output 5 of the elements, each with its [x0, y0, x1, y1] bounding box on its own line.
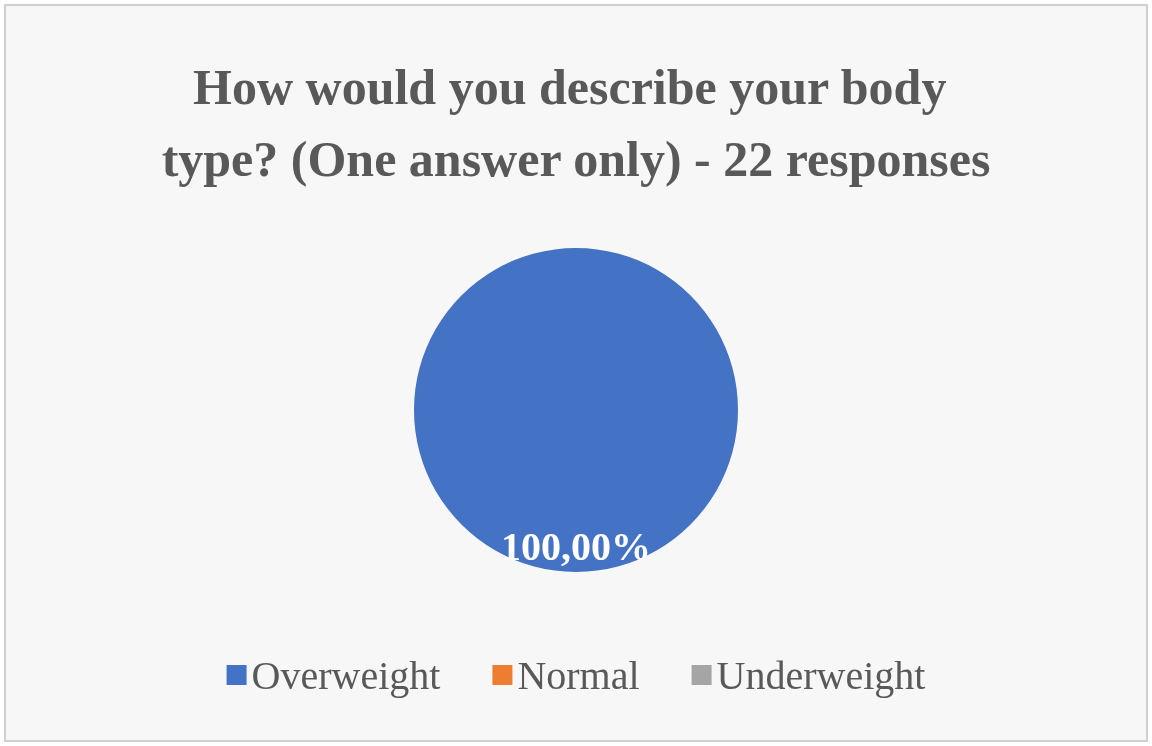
data-label: 100,00%: [501, 523, 651, 569]
legend-label: Underweight: [716, 652, 926, 698]
chart-title: How would you describe your body type? (One answer only) - 22 responses: [161, 59, 991, 187]
legend-label: Normal: [517, 652, 640, 698]
legend-label: Overweight: [251, 652, 441, 698]
